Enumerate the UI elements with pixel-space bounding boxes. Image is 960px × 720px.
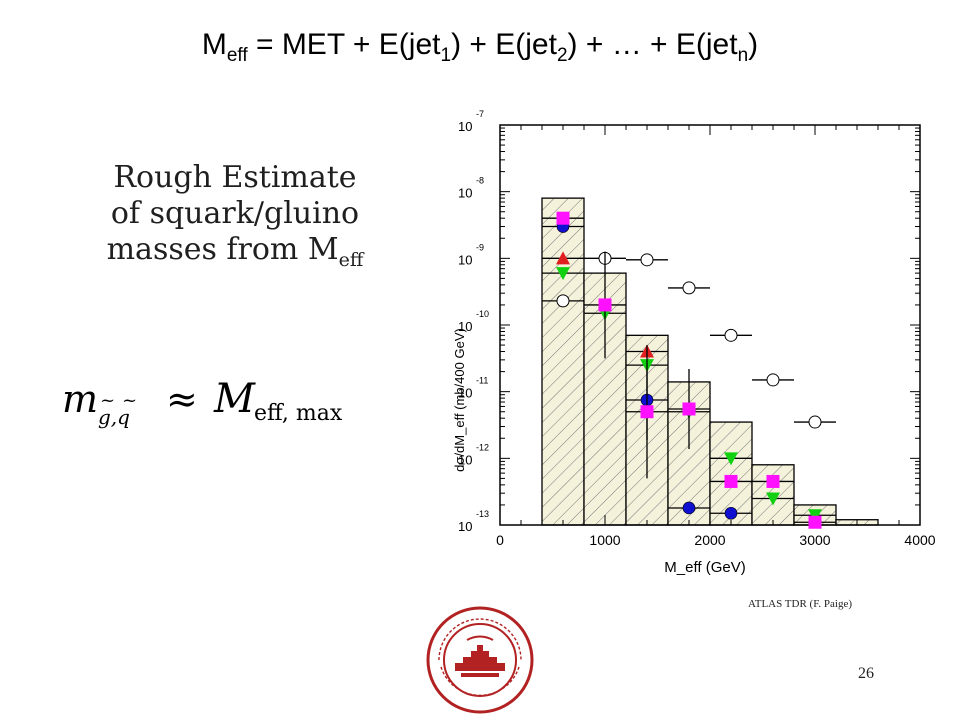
data-point-square: [752, 474, 794, 488]
y-tick-label-base: 10: [458, 119, 472, 134]
data-point-square: [710, 474, 752, 488]
data-point-triangle-down: [542, 267, 584, 281]
x-tick-label: 4000: [904, 532, 935, 548]
x-axis-label: M_eff (GeV): [664, 559, 745, 576]
x-tick-label: 0: [496, 532, 504, 548]
marker-circle: [724, 506, 738, 520]
x-tick-label: 2000: [694, 532, 725, 548]
data-point-square: [668, 368, 710, 449]
slide-number: 26: [858, 665, 874, 682]
data-point-square: [794, 515, 836, 529]
marker-square: [766, 474, 780, 488]
marker-square: [724, 474, 738, 488]
marker-circle-open: [556, 294, 570, 308]
marker-triangle-down: [556, 267, 570, 281]
histogram-bar: [541, 197, 585, 526]
svg-text:m: m: [62, 377, 98, 421]
marker-circle-open: [724, 328, 738, 342]
svg-text:≈: ≈: [166, 377, 198, 421]
data-point-circle-open: [542, 294, 584, 308]
marker-square: [640, 405, 654, 419]
data-point-triangle-down: [710, 452, 752, 466]
data-point-square: [626, 345, 668, 479]
marker-circle-open: [640, 253, 654, 267]
points-layer: [542, 211, 836, 529]
data-point-circle-open: [668, 281, 710, 295]
data-point-triangle-down: [752, 492, 794, 506]
y-tick-label-exp: -12: [476, 442, 489, 452]
marker-square: [808, 515, 822, 529]
data-point-circle-open: [626, 253, 668, 267]
y-tick-label-base: 10: [458, 186, 472, 201]
y-tick-label-exp: -11: [476, 376, 488, 386]
data-point-circle-open: [752, 373, 794, 387]
x-tick-label: 1000: [589, 532, 620, 548]
source-credit: ATLAS TDR (F. Paige): [748, 598, 853, 610]
data-point-square: [542, 211, 584, 225]
marker-circle-open: [766, 373, 780, 387]
estimate-line-1: Rough Estimate: [113, 160, 357, 195]
slide-title: Meff = MET + E(jet1) + E(jet2) + … + E(j…: [201, 28, 759, 66]
marker-circle-open: [682, 281, 696, 295]
y-tick-label-exp: -7: [476, 109, 484, 119]
marker-triangle-up: [556, 251, 570, 265]
y-tick-label-base: 10: [458, 319, 472, 334]
data-point-circle-open: [710, 328, 752, 342]
estimate-line-2: of squark/gluino: [110, 196, 360, 231]
marker-circle: [682, 501, 696, 515]
marker-square: [682, 402, 696, 416]
y-tick-label-exp: -9: [476, 242, 484, 252]
y-tick-label-base: 10: [458, 386, 472, 401]
y-tick-label-base: 10: [458, 252, 472, 267]
estimate-text: Rough Estimate of squark/gluino masses f…: [50, 160, 420, 272]
y-tick-label-exp: -10: [476, 309, 489, 319]
marker-triangle-down: [724, 452, 738, 466]
data-point-circle: [710, 506, 752, 520]
marker-triangle-down: [766, 492, 780, 506]
estimate-line-3: masses from Meff: [106, 232, 364, 271]
svg-text:g,q: g,q: [98, 405, 130, 429]
y-tick-label-base: 10: [458, 519, 472, 534]
svg-text:M: M: [213, 376, 256, 422]
marker-circle-open: [808, 415, 822, 429]
marker-square: [598, 298, 612, 312]
svg-text:~: ~: [100, 390, 115, 411]
axis-layer: 0 1000 2000 3000 400010-1310-1210-1110-1010-…: [458, 109, 936, 548]
marker-square: [556, 211, 570, 225]
svg-text:~: ~: [122, 390, 137, 411]
y-tick-label-exp: -8: [476, 176, 484, 186]
data-point-triangle-up: [542, 251, 584, 265]
university-seal-logo: [426, 606, 534, 714]
histogram-layer: [541, 197, 879, 526]
y-tick-label-exp: -13: [476, 509, 489, 519]
meff-distribution-chart: 0 1000 2000 3000 400010-1310-1210-1110-1010-…: [452, 109, 936, 576]
data-point-circle: [668, 501, 710, 515]
x-tick-label: 3000: [799, 532, 830, 548]
data-point-circle-open: [794, 415, 836, 429]
mass-formula: m g,q ~ ~ ≈ M eff, max: [62, 376, 343, 429]
y-tick-label-base: 10: [458, 452, 472, 467]
data-point-square: [584, 251, 626, 359]
y-axis-label: dσ/dM_eff (mb/400 GeV): [452, 328, 467, 472]
svg-text:eff, max: eff, max: [254, 401, 343, 426]
